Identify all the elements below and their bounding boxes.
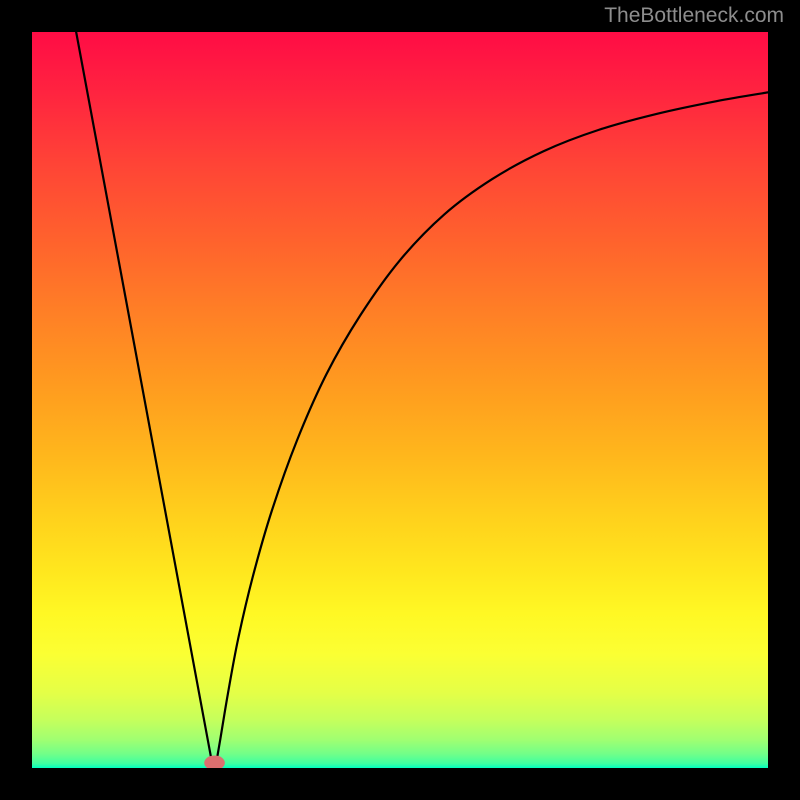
- chart-background: [32, 32, 768, 768]
- attribution-label: TheBottleneck.com: [604, 4, 784, 28]
- chart-container: { "attribution": "TheBottleneck.com", "a…: [0, 0, 800, 800]
- bottleneck-curve-chart: [32, 32, 768, 768]
